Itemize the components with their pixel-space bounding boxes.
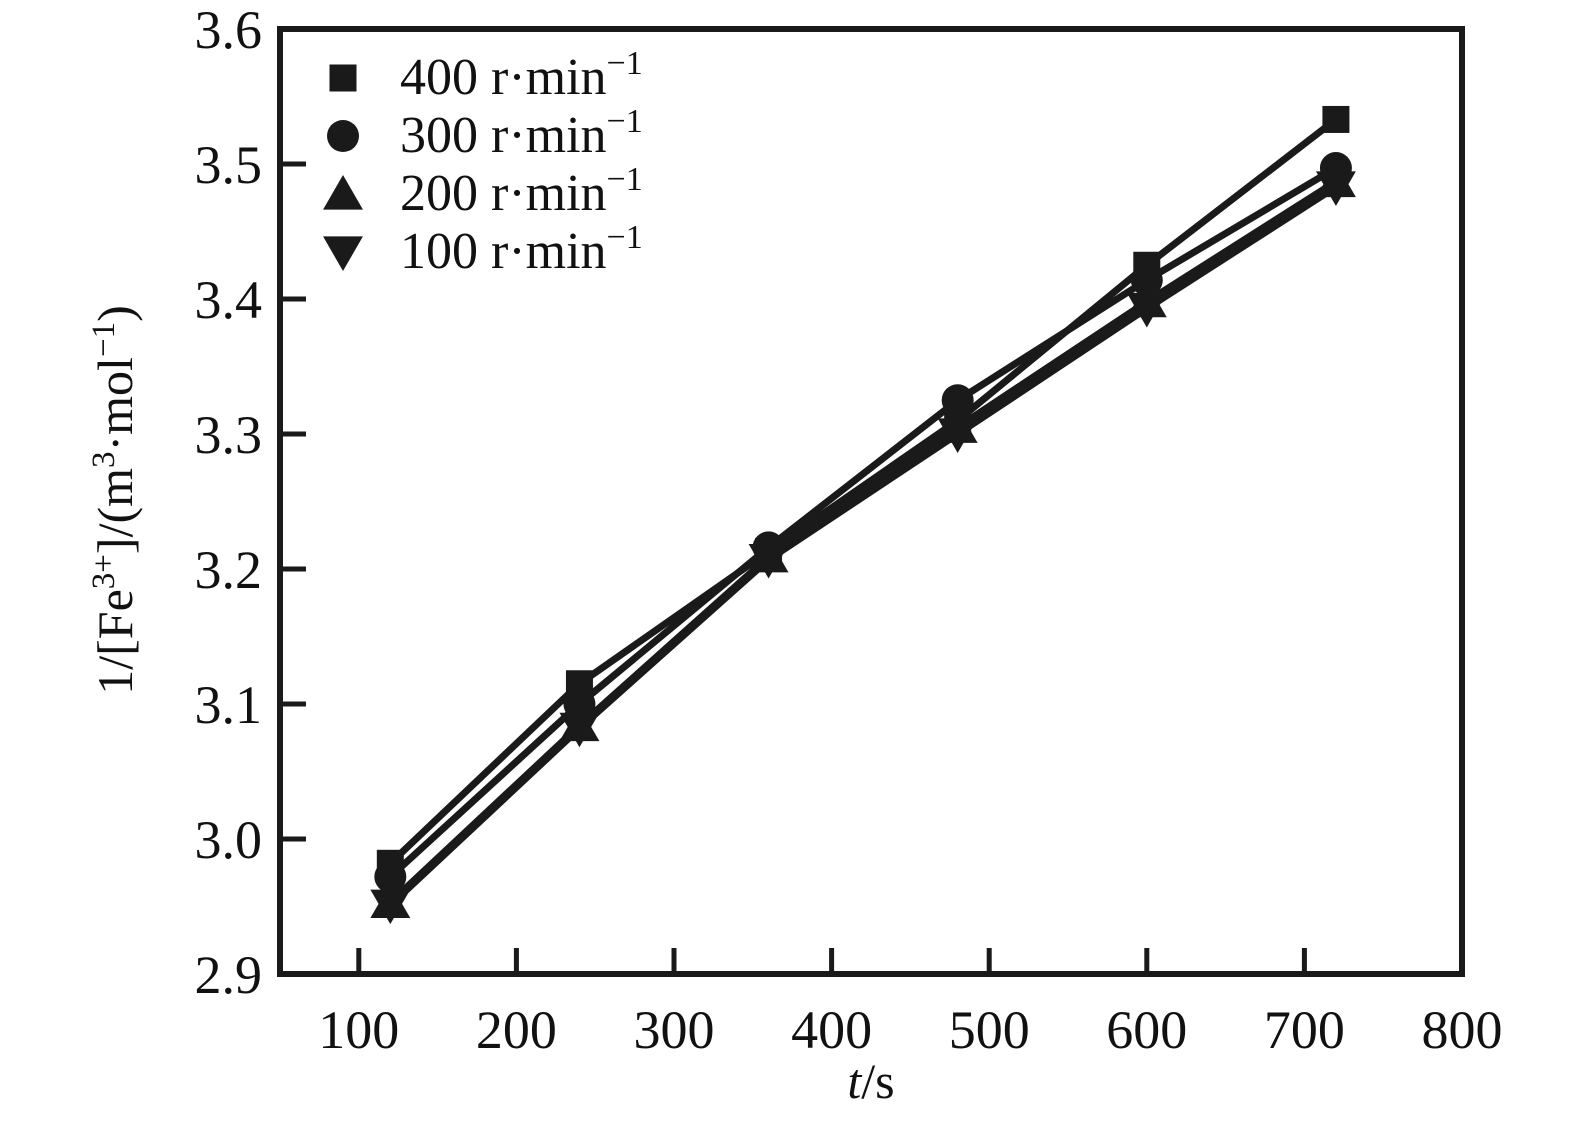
series-line-1 (386, 164, 1340, 881)
x-tick-label-500: 500 (949, 1000, 1030, 1060)
series-line-0 (386, 115, 1340, 867)
x-tick-label-800: 800 (1422, 1000, 1503, 1060)
y-tick-label-3-2: 3.2 (195, 540, 263, 600)
plot-frame (277, 26, 1465, 977)
y-tick-label-3-4: 3.4 (195, 270, 263, 330)
x-tick-label-700: 700 (1264, 1000, 1345, 1060)
x-axis-ticks (356, 948, 1307, 974)
legend-label-400: 400 r·min−1 (400, 45, 643, 106)
series-1-point-4 (1130, 264, 1163, 297)
x-tick-label-300: 300 (634, 1000, 715, 1060)
y-tick-label-3: 3.0 (195, 810, 263, 870)
y-tick-label-2-9: 2.9 (195, 945, 263, 1005)
series-3-point-1 (559, 712, 600, 748)
legend-label-200: 200 r·min−1 (400, 161, 643, 222)
series-1-point-1 (563, 688, 596, 720)
y-tick-label-3-3: 3.3 (195, 405, 263, 465)
y-axis-tick-labels: 2.9 3.0 3.1 3.2 3.3 3.4 3.5 3.6 (195, 0, 263, 1005)
y-axis-ticks (280, 161, 306, 842)
x-axis-tick-labels: 100 200 300 400 500 600 700 800 (318, 1000, 1502, 1060)
legend-label-300: 300 r·min−1 (400, 103, 643, 164)
series-3-point-2 (748, 543, 789, 579)
legend-item-200[interactable]: 200 r·min−1 (323, 161, 643, 222)
legend-item-300[interactable]: 300 r·min−1 (327, 103, 643, 164)
series-3-point-4 (1126, 292, 1167, 328)
series-3-point-0 (370, 889, 411, 925)
series-markers-group (370, 105, 1356, 925)
legend-marker-triangle-down-icon (323, 236, 363, 271)
series-1-point-3 (941, 384, 974, 417)
legend-label-100: 100 r·min−1 (400, 219, 643, 280)
series-0-point-5 (1322, 105, 1350, 133)
legend-item-100[interactable]: 100 r·min−1 (323, 219, 643, 280)
x-tick-label-200: 200 (476, 1000, 557, 1060)
y-tick-label-3-5: 3.5 (195, 135, 263, 195)
legend-item-400[interactable]: 400 r·min−1 (329, 45, 643, 106)
x-tick-label-600: 600 (1106, 1000, 1187, 1060)
series-3-point-5 (1315, 171, 1356, 206)
legend-marker-square-icon (329, 64, 357, 92)
legend-marker-triangle-up-icon (323, 175, 363, 210)
y-axis-title: 1/[Fe3+]/(m3·mol−1) (86, 305, 143, 694)
legend-marker-circle-icon (327, 120, 359, 152)
y-tick-label-3-6: 3.6 (195, 0, 263, 60)
series-1-point-0 (374, 860, 407, 893)
y-tick-label-3-1: 3.1 (195, 675, 263, 735)
series-lines-group (386, 115, 1340, 909)
x-axis-title: t/s (847, 1053, 894, 1109)
series-line-3 (386, 183, 1340, 909)
x-tick-label-100: 100 (318, 1000, 399, 1060)
x-tick-label-400: 400 (791, 1000, 872, 1060)
series-3-point-3 (937, 418, 978, 453)
